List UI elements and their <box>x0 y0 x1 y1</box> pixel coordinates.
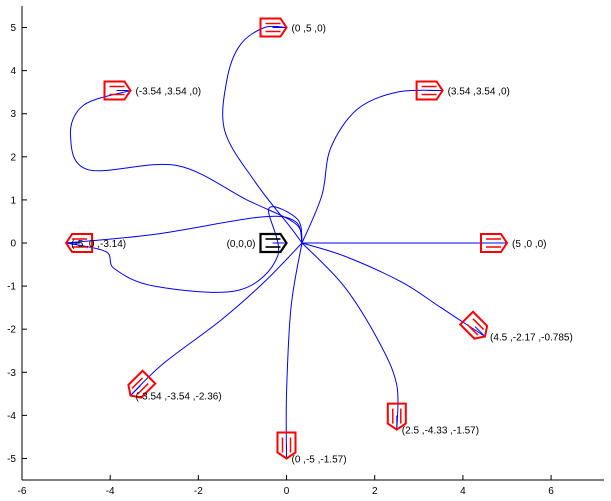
pose-marker-9 <box>276 431 297 460</box>
trajectory-path-10 <box>130 242 303 396</box>
x-tick-label: 0 <box>284 486 290 497</box>
pose-label-3: (-3.54 ,3.54 ,0) <box>136 87 202 98</box>
y-tick-label: -1 <box>7 282 16 293</box>
heading-line <box>131 385 141 395</box>
pose-stripe <box>466 323 479 336</box>
trajectory-path-3 <box>69 90 303 244</box>
pose-label-7: (-3.54 ,-3.54 ,-2.36) <box>136 392 222 403</box>
origin-label: (0,0,0) <box>227 239 256 250</box>
heading-line <box>474 326 484 336</box>
pose-marker-4 <box>480 233 509 253</box>
pose-marker-6 <box>458 310 489 340</box>
trajectory-path-7 <box>65 206 303 293</box>
x-tick-label: -6 <box>18 486 27 497</box>
y-tick-label: 1 <box>10 195 16 206</box>
origin-pose-marker <box>259 232 288 254</box>
y-tick-label: 3 <box>10 109 16 120</box>
y-tick-label: -4 <box>7 411 16 422</box>
pose-label-5: (-5 ,0 ,-3.14) <box>71 239 126 250</box>
x-tick-label: -2 <box>194 486 203 497</box>
pose-body <box>386 402 407 431</box>
x-tick-label: 2 <box>372 486 378 497</box>
pose-body <box>127 369 157 399</box>
y-tick-label: -5 <box>7 454 16 465</box>
pose-label-8: (2.5 ,-4.33 ,-1.57) <box>402 426 479 437</box>
x-tick-label: 6 <box>548 486 554 497</box>
pose-body <box>480 233 509 253</box>
poses-layer: (0 ,5 ,0) (3.54 ,3.54 ,0) (-3.54 ,3.54 ,0)… <box>64 17 573 466</box>
pose-body <box>415 80 444 101</box>
pose-marker-5 <box>64 232 94 253</box>
x-tick-label: -4 <box>106 486 115 497</box>
y-tick-label: -2 <box>7 325 16 336</box>
y-tick-label: 4 <box>10 66 16 77</box>
pose-label-1: (0 ,5 ,0) <box>292 24 326 35</box>
pose-marker-3 <box>103 80 132 101</box>
pose-body <box>103 80 132 101</box>
pose-label-6: (4.5 ,-2.17 ,-0.785) <box>490 333 573 344</box>
trajectory-path-1 <box>222 25 303 244</box>
pose-stripe <box>131 377 144 389</box>
pose-body <box>458 310 489 340</box>
y-tick-label: 5 <box>10 23 16 34</box>
pose-marker-2 <box>415 80 444 101</box>
y-tick-label: -3 <box>7 368 16 379</box>
pose-label-2: (3.54 ,3.54 ,0) <box>448 87 510 98</box>
pose-marker-8 <box>386 402 407 431</box>
trajectory-path-8 <box>301 242 399 430</box>
pose-marker-7 <box>127 369 157 399</box>
pose-label-4: (5 ,0 ,0) <box>512 239 546 250</box>
pose-marker-1 <box>259 17 288 38</box>
trajectory-path-2 <box>301 89 443 244</box>
pose-stripe <box>137 383 149 395</box>
pose-body <box>259 232 288 254</box>
pose-body <box>259 17 288 38</box>
trajectory-path-6 <box>301 242 486 337</box>
y-tick-label: 2 <box>10 152 16 163</box>
pose-body <box>276 431 297 460</box>
x-tick-label: 4 <box>460 486 466 497</box>
trajectory-path-9 <box>285 242 303 459</box>
pose-body <box>64 232 94 253</box>
y-tick-label: 0 <box>10 239 16 250</box>
pose-label-9: (0 ,-5 ,-1.57) <box>292 455 347 466</box>
paths-layer <box>65 25 507 459</box>
axes-layer: -5 -4 -3 -2 -1 0 1 2 3 4 5 -6 -4 -2 0 2 4 6 <box>7 6 604 497</box>
pose-stripe <box>472 318 485 330</box>
trajectory-path-5 <box>66 215 303 244</box>
